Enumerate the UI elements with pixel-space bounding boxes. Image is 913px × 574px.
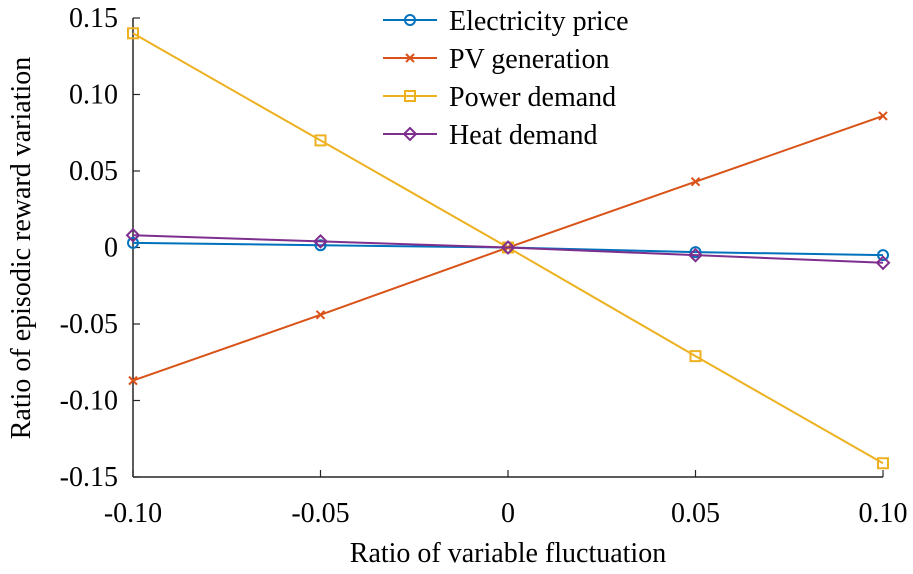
data-point-electricity-price xyxy=(877,249,889,262)
data-point-power-demand xyxy=(689,350,702,363)
x-tick-label: 0.10 xyxy=(859,498,908,529)
y-tick-label: 0 xyxy=(104,233,118,264)
legend-marker xyxy=(405,53,415,63)
legend-marker xyxy=(404,90,416,102)
data-point-heat-demand xyxy=(875,255,891,271)
y-tick-label: -0.05 xyxy=(60,309,118,340)
legend-label: PV generation xyxy=(449,44,609,75)
y-tick-label: 0.15 xyxy=(69,3,118,34)
data-point-pv-generation xyxy=(128,375,138,386)
y-tick-label: 0.10 xyxy=(69,80,118,111)
y-axis-title: Ratio of episodic reward variation xyxy=(6,57,37,440)
x-tick-label: 0.05 xyxy=(671,498,720,529)
data-point-electricity-price xyxy=(689,246,702,259)
legend-item-electricity-price: Electricity price xyxy=(383,6,629,37)
x-marker-stroke xyxy=(690,177,701,187)
legend-label: Heat demand xyxy=(449,120,598,151)
data-point-heat-demand xyxy=(688,247,703,263)
legend-marker xyxy=(402,126,418,142)
x-marker-stroke xyxy=(315,310,326,320)
data-point-pv-generation xyxy=(690,177,701,187)
x-tick-label: -0.10 xyxy=(104,498,162,529)
data-point-heat-demand xyxy=(313,233,328,249)
data-point-pv-generation xyxy=(878,111,888,121)
data-point-heat-demand xyxy=(125,227,141,243)
legend-marker xyxy=(404,14,416,26)
x-marker-stroke xyxy=(128,375,138,386)
series-heat-demand xyxy=(125,227,891,271)
y-tick-label: 0.05 xyxy=(69,156,118,187)
data-point-power-demand xyxy=(314,134,327,147)
plot-series xyxy=(125,27,891,470)
x-axis-title: Ratio of variable fluctuation xyxy=(350,538,666,569)
data-point-pv-generation xyxy=(315,310,326,320)
data-point-power-demand xyxy=(127,27,139,40)
data-point-power-demand xyxy=(877,457,889,470)
data-point-electricity-price xyxy=(127,236,139,249)
y-tick-label: -0.10 xyxy=(60,386,118,417)
legend-label: Electricity price xyxy=(449,6,629,37)
series-line-heat-demand xyxy=(132,234,884,264)
data-point-heat-demand xyxy=(500,240,516,255)
axes: -0.10 -0.05 0 0.05 0.10 -0.15 -0.10 -0.05 0 0.05 0… xyxy=(60,3,908,529)
data-point-electricity-price xyxy=(314,239,327,252)
x-marker-stroke xyxy=(405,53,415,63)
legend-label: Power demand xyxy=(449,82,616,113)
legend-item-pv-generation: PV generation xyxy=(383,44,609,75)
legend-item-heat-demand: Heat demand xyxy=(383,120,598,151)
legend-item-power-demand: Power demand xyxy=(383,82,616,113)
x-tick-label: 0 xyxy=(501,498,515,529)
legend: Electricity price PV generation Power dema… xyxy=(383,6,629,151)
x-marker-stroke xyxy=(878,111,888,121)
y-tick-label: -0.15 xyxy=(60,462,118,493)
x-tick-label: -0.05 xyxy=(291,498,349,529)
